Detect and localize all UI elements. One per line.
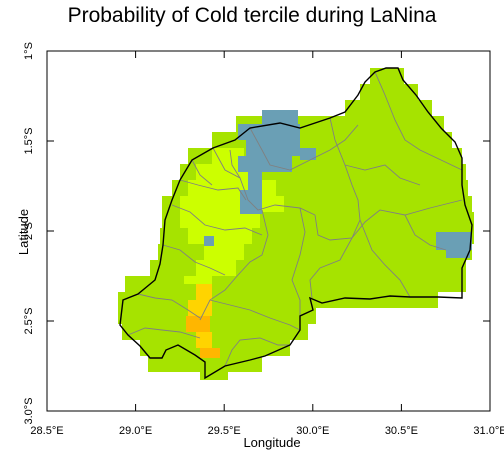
- y-tick-label: 3.0°S: [23, 397, 35, 424]
- map-title: Probability of Cold tercile during LaNin…: [67, 4, 437, 27]
- probability-field: [118, 68, 474, 380]
- district-line: [374, 71, 463, 171]
- field-cell-blue: [246, 140, 300, 156]
- y-tick-label: 2°S: [23, 222, 35, 240]
- x-axis: 28.5°E 29.0°E 29.5°E 30.0°E 30.5°E 31.0°E: [30, 51, 504, 437]
- district-boundaries: [127, 71, 463, 367]
- field-cell-light: [180, 196, 284, 212]
- district-line: [191, 159, 213, 186]
- field-cell-light: [204, 244, 244, 260]
- district-line: [179, 179, 247, 201]
- x-tick-label: 30.5°E: [385, 425, 418, 437]
- field-cell-blue: [240, 190, 262, 214]
- district-line: [309, 237, 353, 299]
- x-tick-label: 31.0°E: [473, 425, 504, 437]
- field-cell-blue: [248, 172, 262, 190]
- field-cell-yellow: [196, 332, 212, 348]
- district-line: [359, 219, 411, 298]
- field-cell-main: [360, 84, 418, 100]
- field-cell-blue: [262, 110, 298, 124]
- field-cell-main: [118, 308, 316, 324]
- district-line: [291, 207, 306, 316]
- field-cell-blue: [238, 124, 300, 140]
- field-cell-light: [188, 228, 252, 244]
- field-cell-blue: [238, 156, 292, 172]
- field-cell-light: [184, 276, 212, 284]
- y-axis-title: Latitude: [16, 209, 31, 255]
- district-line: [127, 327, 201, 339]
- field-cell-main: [118, 292, 438, 308]
- district-line: [344, 164, 421, 186]
- field-cell-main: [345, 100, 432, 116]
- district-line: [404, 214, 447, 251]
- field-cell-light: [188, 180, 276, 196]
- district-line: [162, 244, 226, 276]
- district-line: [199, 209, 269, 321]
- field-cell-yellow: [200, 348, 220, 358]
- field-yellow-layer: [186, 284, 220, 358]
- district-line: [212, 147, 316, 216]
- field-cell-light: [180, 212, 260, 228]
- district-line: [224, 337, 290, 367]
- district-line: [249, 124, 359, 171]
- field-cell-blue: [204, 236, 214, 246]
- x-tick-label: 28.5°E: [30, 425, 63, 437]
- field-cell-blue: [300, 148, 316, 160]
- district-line: [171, 204, 263, 236]
- x-tick-label: 30.0°E: [296, 425, 329, 437]
- field-cell-yellow: [188, 300, 212, 316]
- district-line: [314, 199, 463, 241]
- field-cell-light: [196, 260, 236, 276]
- field-cell-blue: [436, 232, 472, 250]
- y-tick-label: 2.5°S: [23, 307, 35, 334]
- field-cell-main: [122, 324, 308, 340]
- district-line: [137, 293, 201, 319]
- field-cell-main: [200, 372, 228, 380]
- y-axis: 1°S 1.5°S 2°S 2.5°S 3.0°S: [23, 42, 490, 425]
- x-axis-title: Longitude: [243, 435, 300, 450]
- district-line: [209, 299, 301, 331]
- y-tick-label: 1°S: [23, 42, 35, 60]
- x-tick-label: 29.0°E: [119, 425, 152, 437]
- field-cell-blue: [446, 250, 470, 258]
- district-line: [229, 149, 241, 179]
- x-tick-label: 29.5°E: [208, 425, 241, 437]
- national-boundary: [119, 67, 473, 380]
- field-cell-yellow: [186, 316, 210, 332]
- y-tick-label: 1.5°S: [23, 127, 35, 154]
- field-cell-yellow: [196, 284, 212, 300]
